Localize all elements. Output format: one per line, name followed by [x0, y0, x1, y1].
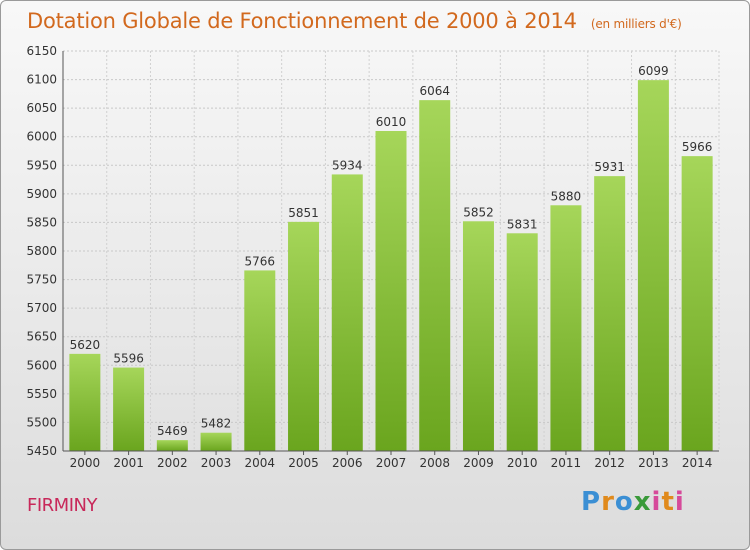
y-tick-label: 5600	[26, 358, 57, 372]
bar-2010	[506, 233, 538, 451]
logo-letter: r	[601, 487, 615, 517]
y-tick-label: 5900	[26, 187, 57, 201]
x-tick-label: 2002	[157, 456, 188, 470]
bar-2011	[550, 205, 582, 451]
data-label: 6064	[419, 84, 450, 98]
y-tick-label: 5500	[26, 415, 57, 429]
y-tick-label: 5850	[26, 215, 57, 229]
city-name: FIRMINY	[27, 495, 97, 516]
y-tick-label: 6000	[26, 130, 57, 144]
y-tick-label: 6050	[26, 101, 57, 115]
data-label: 5966	[682, 140, 713, 154]
chart-title: Dotation Globale de Fonctionnement de 20…	[27, 9, 682, 33]
data-label: 5620	[70, 338, 101, 352]
data-label: 5934	[332, 158, 363, 172]
y-tick-label: 5450	[26, 444, 57, 458]
data-label: 5596	[113, 352, 144, 366]
x-tick-label: 2012	[594, 456, 625, 470]
data-label: 5831	[507, 217, 538, 231]
x-tick-label: 2005	[288, 456, 319, 470]
x-tick-label: 2009	[463, 456, 494, 470]
logo-letter: o	[614, 487, 634, 517]
data-label: 6010	[376, 115, 407, 129]
y-tick-label: 5800	[26, 244, 57, 258]
x-tick-label: 2003	[201, 456, 232, 470]
bar-2003	[200, 432, 232, 451]
y-tick-label: 5550	[26, 387, 57, 401]
bar-2012	[594, 176, 626, 451]
data-label: 5469	[157, 424, 188, 438]
x-tick-label: 2001	[113, 456, 144, 470]
bar-2006	[331, 174, 363, 451]
y-tick-label: 5650	[26, 330, 57, 344]
x-tick-label: 2006	[332, 456, 363, 470]
data-label: 6099	[638, 64, 669, 78]
x-tick-label: 2008	[419, 456, 450, 470]
bar-2002	[156, 440, 188, 451]
y-tick-label: 5750	[26, 273, 57, 287]
x-tick-label: 2004	[245, 456, 276, 470]
y-tick-label: 6100	[26, 73, 57, 87]
bar-2001	[113, 367, 145, 451]
bar-2008	[419, 100, 451, 452]
x-tick-label: 2014	[682, 456, 713, 470]
data-label: 5931	[594, 160, 625, 174]
x-tick-label: 2000	[70, 456, 101, 470]
x-tick-label: 2013	[638, 456, 669, 470]
bar-2013	[637, 80, 669, 452]
y-tick-label: 5700	[26, 301, 57, 315]
x-tick-label: 2011	[551, 456, 582, 470]
y-tick-label: 5950	[26, 158, 57, 172]
data-label: 5766	[245, 254, 276, 268]
unit-label: (en milliers d'€)	[590, 17, 682, 31]
bar-2014	[681, 156, 713, 451]
y-tick-label: 6150	[26, 44, 57, 58]
bar-2004	[244, 270, 276, 451]
data-label: 5851	[288, 206, 319, 220]
x-tick-label: 2007	[376, 456, 407, 470]
logo-letter: i	[674, 487, 685, 517]
logo-letter: i	[651, 487, 662, 517]
title-text: Dotation Globale de Fonctionnement de 20…	[27, 9, 577, 33]
logo-letter: t	[661, 487, 675, 517]
data-label: 5852	[463, 205, 494, 219]
logo-letter: P	[581, 487, 602, 517]
bar-2009	[462, 221, 494, 451]
bar-2007	[375, 131, 407, 451]
logo-letter: x	[633, 487, 652, 517]
bar-2005	[288, 221, 320, 451]
data-label: 5482	[201, 417, 232, 431]
proxiti-logo: Proxiti	[581, 487, 685, 517]
data-label: 5880	[551, 189, 582, 203]
x-tick-label: 2010	[507, 456, 538, 470]
bar-2000	[69, 353, 101, 451]
